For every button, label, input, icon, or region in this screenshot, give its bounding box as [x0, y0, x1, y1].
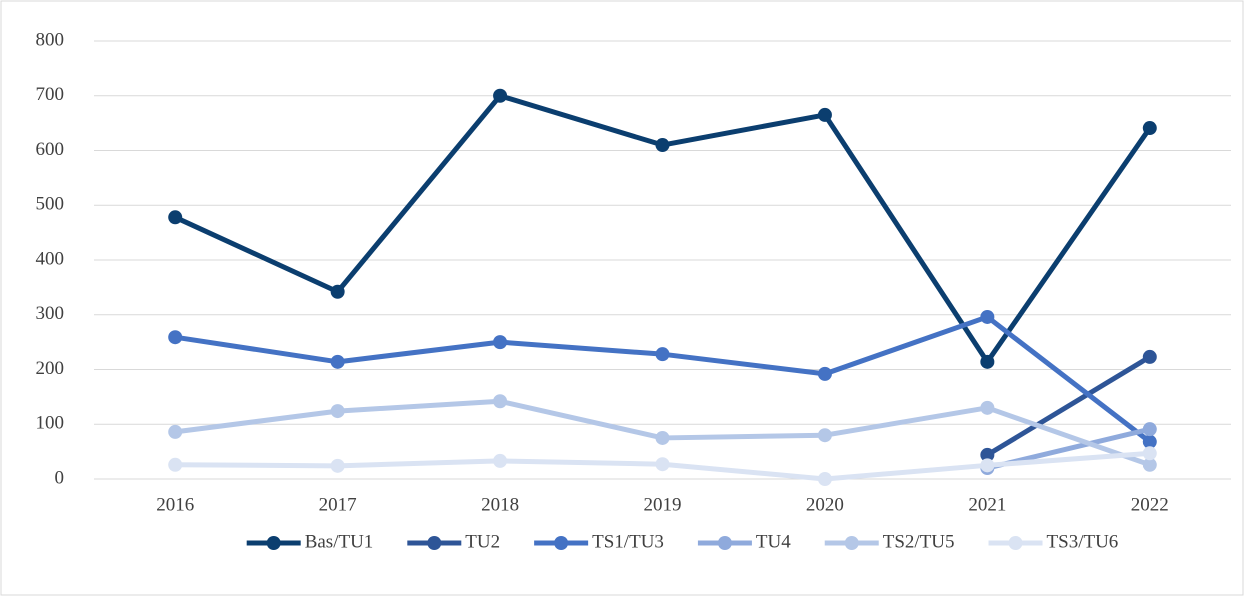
y-tick-label: 500	[36, 194, 65, 215]
legend-marker	[717, 536, 732, 550]
legend-marker	[844, 536, 859, 550]
series-line	[986, 354, 1152, 458]
x-tick-label: 2019	[644, 494, 682, 515]
data-point	[817, 472, 832, 486]
data-point	[493, 394, 508, 409]
y-tick-label: 400	[36, 248, 65, 269]
data-point	[655, 430, 670, 445]
data-point	[1142, 457, 1157, 472]
y-tick-label: 800	[36, 29, 65, 50]
legend-label: TS2/TU5	[883, 531, 955, 552]
x-tick-label: 2022	[1131, 494, 1169, 515]
y-tick-label: 100	[36, 413, 65, 434]
data-point	[493, 453, 508, 468]
legend-item: TU4	[697, 531, 791, 552]
data-point	[817, 107, 832, 122]
data-point	[1142, 349, 1157, 364]
x-tick-label: 2021	[968, 494, 1006, 515]
data-point	[330, 284, 345, 299]
y-tick-label: 0	[55, 467, 65, 488]
legend-item: TS3/TU6	[988, 531, 1119, 552]
x-tick-label: 2017	[319, 494, 357, 515]
x-tick-label: 2020	[806, 494, 844, 515]
data-point	[1142, 446, 1157, 461]
data-point	[980, 400, 995, 415]
legend-label: Bas/TU1	[305, 531, 374, 552]
y-tick-label: 300	[36, 303, 65, 324]
x-tick-label: 2016	[156, 494, 194, 515]
data-point	[493, 335, 508, 350]
data-point	[168, 424, 183, 439]
legend-item: TS1/TU3	[534, 531, 664, 552]
legend-label: TU4	[756, 531, 791, 552]
legend-label: TS3/TU6	[1047, 531, 1119, 552]
data-point	[493, 88, 508, 103]
legend-item: TS2/TU5	[824, 531, 955, 552]
data-point	[1142, 434, 1157, 449]
data-point	[980, 458, 995, 473]
data-point	[655, 457, 670, 472]
y-tick-label: 700	[36, 84, 65, 105]
legend-marker	[427, 536, 442, 550]
data-point	[168, 457, 183, 472]
legend-marker	[266, 536, 281, 550]
data-point	[330, 458, 345, 473]
data-point	[330, 354, 345, 369]
data-point	[655, 138, 670, 153]
legend-marker	[554, 536, 569, 550]
data-point	[168, 330, 183, 345]
y-tick-label: 600	[36, 139, 65, 160]
data-point	[817, 366, 832, 381]
data-point	[168, 210, 183, 225]
x-tick-label: 2018	[481, 494, 519, 515]
legend-item: TU2	[407, 531, 500, 552]
data-point	[817, 428, 832, 443]
legend-marker	[1008, 536, 1023, 550]
data-point	[980, 354, 995, 369]
legend-label: TS1/TU3	[592, 531, 664, 552]
data-point	[330, 404, 345, 419]
legend-item: Bas/TU1	[246, 531, 374, 552]
y-tick-label: 200	[36, 358, 65, 379]
legend-label: TU2	[465, 531, 500, 552]
data-point	[655, 347, 670, 362]
data-point	[1142, 422, 1157, 437]
data-point	[980, 309, 995, 324]
data-point	[1142, 121, 1157, 136]
data-point	[980, 447, 995, 462]
